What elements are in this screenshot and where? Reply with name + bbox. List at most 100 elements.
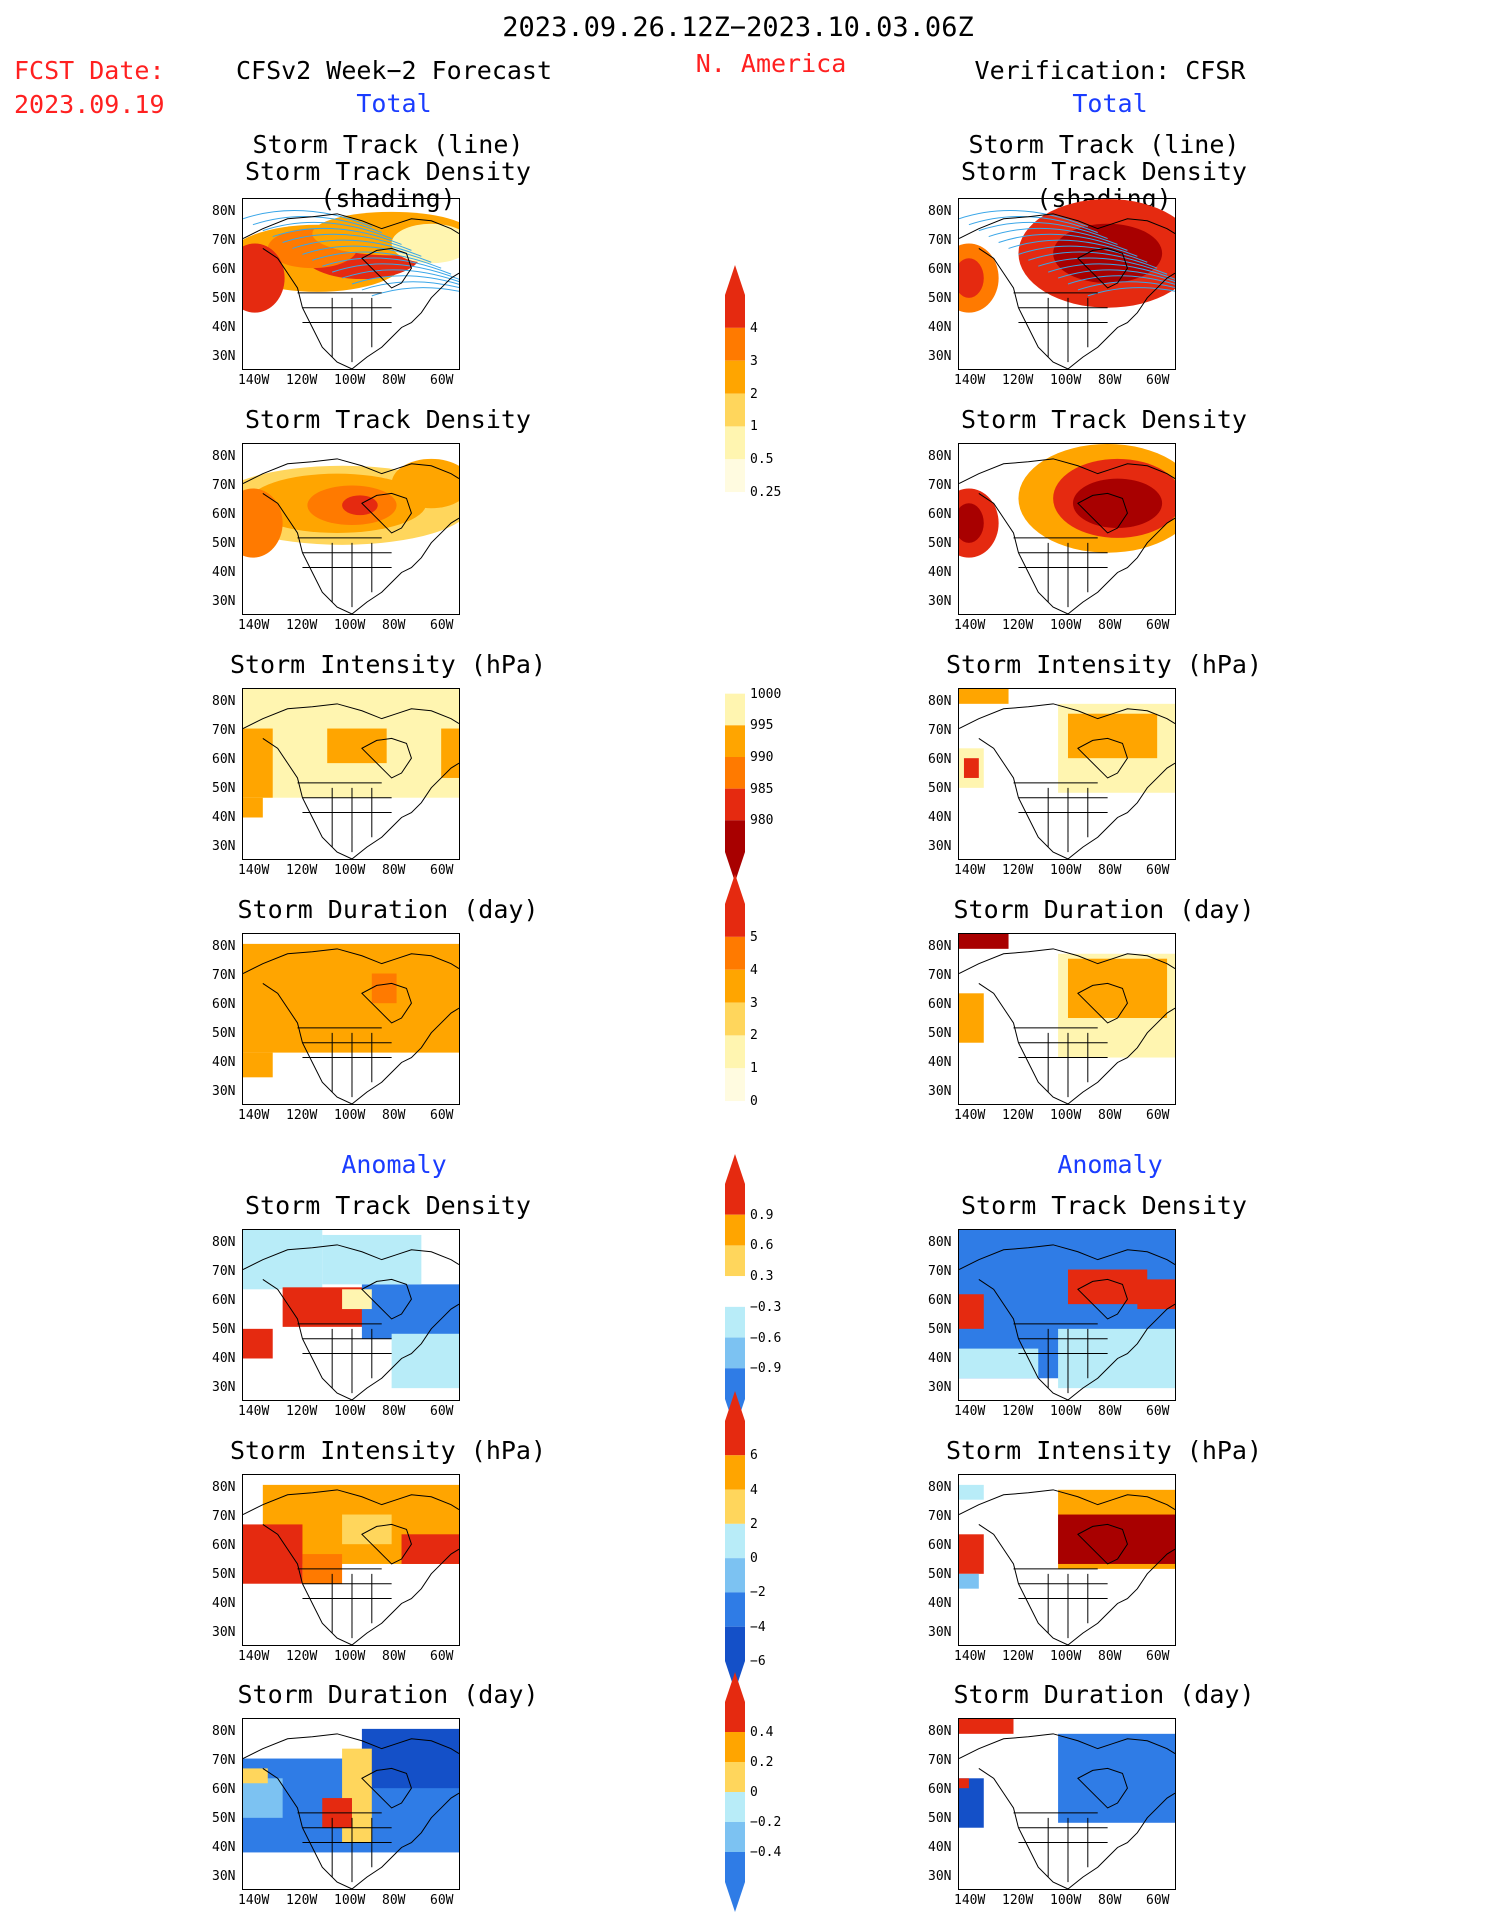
lon-tick-label: 60W — [1146, 1649, 1170, 1664]
colorbar-arrow — [725, 1672, 745, 1702]
lon-tick-label: 80W — [382, 1649, 406, 1664]
map-plot — [958, 443, 1176, 615]
lat-tick-label: 80N — [212, 1724, 236, 1739]
shading-region — [243, 1768, 268, 1784]
lon-tick-label: 60W — [1146, 618, 1170, 633]
lon-tick-label: 60W — [430, 1649, 454, 1664]
lon-tick-label: 140W — [954, 1108, 986, 1123]
map-plot — [958, 688, 1176, 860]
shading-region — [391, 458, 459, 509]
storm-track-line — [302, 245, 432, 263]
lat-tick-label: 30N — [212, 1625, 236, 1640]
lon-tick-label: 140W — [238, 1404, 270, 1419]
colorbar-label: −2 — [750, 1585, 766, 1601]
shading-region — [959, 1294, 984, 1329]
panel-title: Storm Intensity (hPa) — [945, 650, 1263, 679]
lon-tick-label: 140W — [238, 373, 270, 388]
colorbar-label: 980 — [750, 813, 774, 829]
lat-tick-label: 30N — [928, 1380, 952, 1395]
coastline — [959, 1733, 1175, 1889]
panel-title: Storm Duration (day) — [237, 895, 539, 924]
colorbar-label: 0.3 — [750, 1269, 774, 1285]
lat-tick-label: 50N — [212, 781, 236, 796]
lon-tick-label: 60W — [430, 863, 454, 878]
lon-tick-label: 100W — [334, 863, 366, 878]
coastline — [959, 948, 1175, 1104]
lat-tick-label: 50N — [212, 1322, 236, 1337]
lat-tick-label: 80N — [928, 1235, 952, 1250]
colorbar-label: 4 — [750, 320, 758, 336]
lon-tick-label: 80W — [382, 1404, 406, 1419]
map-plot — [242, 933, 460, 1105]
anomaly-right-heading: Anomaly — [1057, 1150, 1163, 1179]
lat-tick-label: 40N — [212, 1840, 236, 1855]
lon-tick-label: 100W — [1050, 373, 1082, 388]
colorbar-label: −0.9 — [750, 1361, 782, 1377]
lat-tick-label: 30N — [928, 839, 952, 854]
colorbar-segment — [725, 1762, 745, 1792]
colorbar-label: 5 — [750, 929, 758, 945]
lon-tick-label: 120W — [286, 1893, 318, 1908]
lon-tick-label: 140W — [238, 863, 270, 878]
lat-tick-label: 60N — [212, 507, 236, 522]
colorbar-label: 990 — [750, 750, 774, 765]
date-range-title: 2023.09.26.12Z−2023.10.03.06Z — [502, 12, 974, 43]
lat-tick-label: 60N — [212, 1293, 236, 1308]
colorbar-label: 0.6 — [750, 1238, 774, 1254]
lat-tick-label: 40N — [212, 1596, 236, 1611]
lon-tick-label: 80W — [1098, 1893, 1122, 1908]
panel-title: Storm Duration (day) — [953, 895, 1255, 924]
colorbar-label: 4 — [750, 1482, 758, 1498]
storm-track-line — [322, 257, 452, 275]
shading-region — [391, 223, 459, 264]
panel-title: Storm Track Density — [961, 1191, 1247, 1220]
lon-tick-label: 60W — [1146, 373, 1170, 388]
lon-tick-label: 140W — [238, 1108, 270, 1123]
colorbar-arrow — [725, 1391, 745, 1421]
lat-tick-label: 50N — [212, 1811, 236, 1826]
shading-region — [959, 1534, 984, 1574]
shading-region — [401, 1534, 459, 1564]
lat-tick-label: 30N — [928, 1625, 952, 1640]
lat-tick-label: 70N — [212, 478, 236, 493]
map-plot — [958, 1229, 1176, 1401]
colorbar-label: 3 — [750, 995, 758, 1011]
colorbar-segment — [725, 757, 745, 789]
lat-tick-label: 70N — [928, 968, 952, 983]
right-column-title: Verification: CFSR — [974, 56, 1246, 85]
map-plot — [958, 198, 1176, 370]
lat-tick-label: 80N — [212, 939, 236, 954]
lon-tick-label: 80W — [382, 1108, 406, 1123]
anomaly-left-heading: Anomaly — [341, 1150, 447, 1179]
lat-tick-label: 50N — [928, 536, 952, 551]
lat-tick-label: 30N — [212, 1084, 236, 1099]
lon-tick-label: 120W — [1002, 373, 1034, 388]
lon-tick-label: 100W — [1050, 1893, 1082, 1908]
colorbar-segment — [725, 725, 745, 757]
colorbar-segment — [725, 426, 745, 460]
storm-track-line — [351, 275, 459, 285]
lat-tick-label: 60N — [928, 1782, 952, 1797]
lat-tick-label: 70N — [212, 1264, 236, 1279]
lat-tick-label: 60N — [928, 997, 952, 1012]
lon-tick-label: 80W — [1098, 1404, 1122, 1419]
shading-region — [391, 1333, 459, 1389]
lat-tick-label: 80N — [928, 1480, 952, 1495]
lon-tick-label: 60W — [430, 373, 454, 388]
coastline — [243, 1244, 459, 1400]
shading-region — [361, 1284, 459, 1339]
colorbar-label: 1 — [750, 1061, 758, 1077]
colorbar-segment — [725, 327, 745, 361]
lon-tick-label: 80W — [382, 618, 406, 633]
shading-region — [1067, 958, 1168, 1019]
storm-track-line — [1028, 251, 1158, 269]
lon-tick-label: 140W — [238, 618, 270, 633]
lat-tick-label: 70N — [928, 1509, 952, 1524]
storm-track-line — [959, 210, 1088, 228]
lat-tick-label: 60N — [212, 997, 236, 1012]
lat-tick-label: 80N — [928, 449, 952, 464]
lat-tick-label: 50N — [928, 291, 952, 306]
lat-tick-label: 40N — [212, 810, 236, 825]
map-plot — [958, 1718, 1176, 1890]
shading-region — [327, 728, 387, 764]
